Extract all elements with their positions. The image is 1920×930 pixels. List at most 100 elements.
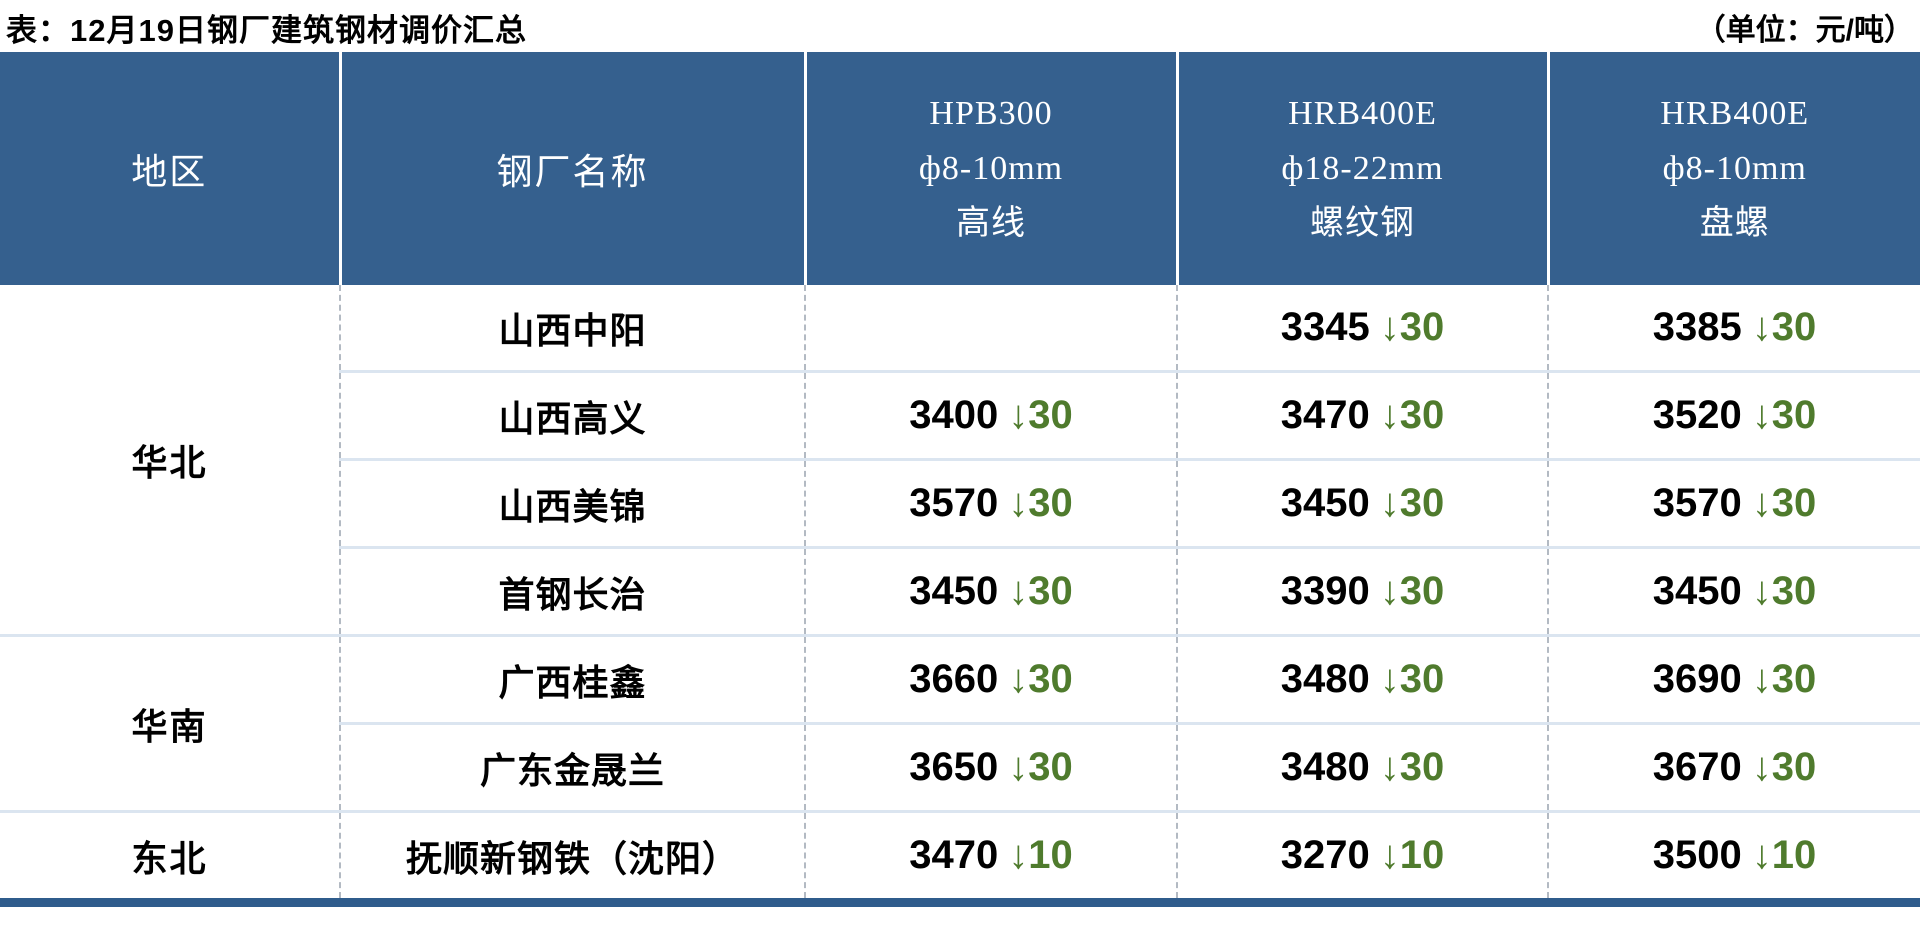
price-cell: 3500 ↓10 (1548, 811, 1920, 907)
price-change: ↓30 (1379, 745, 1445, 789)
price: 3400 (909, 393, 999, 437)
price-cell: 3450 ↓30 (1177, 459, 1549, 549)
price-change: ↓10 (1379, 833, 1445, 877)
product-grade: HRB400E (1288, 95, 1437, 132)
price-change: ↓30 (1751, 481, 1817, 525)
price-cell: 3660 ↓30 (805, 635, 1178, 725)
price: 3470 (1280, 393, 1370, 437)
price: 3660 (909, 657, 999, 701)
price-cell: 3450 ↓30 (1548, 547, 1920, 637)
price-cell: 3385 ↓30 (1548, 285, 1920, 373)
price-cell: 3450 ↓30 (805, 547, 1178, 637)
price: 3480 (1280, 657, 1370, 701)
price-cell: 3690 ↓30 (1548, 635, 1920, 725)
price-change: ↓30 (1008, 745, 1073, 789)
price: 3570 (909, 481, 999, 525)
region-cell-south: 华南 (0, 635, 341, 813)
product-grade: HRB400E (1660, 95, 1810, 132)
unit-label: （单位：元/吨） (1695, 14, 1914, 47)
price-cell: 3470 ↓10 (805, 811, 1178, 907)
price-change: ↓30 (1379, 305, 1445, 349)
header-row: 地区 钢厂名称 HPB300 ф8-10mm 高线 HRB400E ф18-22… (0, 52, 1920, 285)
price-change: ↓30 (1008, 393, 1073, 437)
price-cell: 3345 ↓30 (1177, 285, 1549, 373)
product-type: 螺纹钢 (1310, 205, 1415, 242)
price: 3480 (1280, 745, 1370, 789)
header-factory: 钢厂名称 (340, 52, 807, 285)
price: 3385 (1652, 305, 1742, 349)
header-product-coil: HRB400E ф8-10mm 盘螺 (1548, 52, 1920, 285)
price-change: ↓30 (1751, 657, 1817, 701)
price: 3450 (909, 569, 999, 613)
product-diameter: ф18-22mm (1281, 150, 1444, 187)
header-product-hpb300: HPB300 ф8-10mm 高线 (805, 52, 1179, 285)
factory-cell: 抚顺新钢铁（沈阳） (340, 811, 806, 907)
price-cell: 3670 ↓30 (1548, 723, 1920, 813)
price-cell: 3570 ↓30 (1548, 459, 1920, 549)
factory-cell: 首钢长治 (340, 547, 806, 637)
price: 3470 (909, 833, 999, 877)
product-type: 盘螺 (1699, 205, 1770, 242)
price-change: ↓30 (1379, 569, 1445, 613)
price-change: ↓10 (1008, 833, 1073, 877)
price: 3690 (1652, 657, 1742, 701)
price: 3500 (1652, 833, 1742, 877)
page-title: 表：12月19日钢厂建筑钢材调价汇总 (6, 12, 527, 48)
price: 3345 (1280, 305, 1370, 349)
price: 3450 (1280, 481, 1370, 525)
price: 3270 (1280, 833, 1370, 877)
price: 3570 (1652, 481, 1742, 525)
price: 3520 (1652, 393, 1742, 437)
product-type: 高线 (956, 205, 1026, 242)
header-region: 地区 (0, 52, 342, 285)
factory-cell: 山西美锦 (340, 459, 806, 549)
price-cell: 3570 ↓30 (805, 459, 1178, 549)
price-cell: 3650 ↓30 (805, 723, 1178, 813)
region-cell-northeast: 东北 (0, 811, 341, 907)
price-change: ↓30 (1751, 305, 1817, 349)
factory-cell: 山西高义 (340, 371, 806, 461)
price-change: ↓30 (1751, 393, 1817, 437)
price: 3390 (1280, 569, 1370, 613)
price-cell: 3270 ↓10 (1177, 811, 1549, 907)
product-diameter: ф8-10mm (1662, 150, 1807, 187)
factory-cell: 广西桂鑫 (340, 635, 806, 725)
factory-cell: 广东金晟兰 (340, 723, 806, 813)
price-change: ↓30 (1379, 657, 1445, 701)
price-cell (805, 285, 1178, 373)
product-grade: HPB300 (929, 95, 1053, 132)
table-row: 华南 广西桂鑫 3660 ↓30 3480 ↓30 3690 ↓30 (0, 635, 1920, 813)
table-row: 山西高义 3400 ↓30 3470 ↓30 3520 ↓30 (0, 371, 1920, 461)
factory-cell: 山西中阳 (340, 285, 806, 373)
table-row: 山西美锦 3570 ↓30 3450 ↓30 3570 ↓30 (0, 459, 1920, 549)
price: 3670 (1652, 745, 1742, 789)
table-row: 东北 抚顺新钢铁（沈阳） 3470 ↓10 3270 ↓10 3500 ↓10 (0, 811, 1920, 907)
region-cell-north: 华北 (0, 285, 341, 637)
price-change: ↓30 (1008, 657, 1073, 701)
price-cell: 3470 ↓30 (1177, 371, 1549, 461)
price-cell: 3400 ↓30 (805, 371, 1178, 461)
table-row: 华北 山西中阳 3345 ↓30 3385 ↓30 (0, 285, 1920, 637)
header-factory-label: 钢厂名称 (496, 151, 649, 192)
price-change: ↓10 (1751, 833, 1817, 877)
price-change: ↓30 (1008, 569, 1073, 613)
header-region-label: 地区 (131, 151, 208, 192)
product-diameter: ф8-10mm (918, 150, 1064, 187)
price-cell: 3480 ↓30 (1177, 635, 1549, 725)
price-cell: 3390 ↓30 (1177, 547, 1549, 637)
price-change: ↓30 (1751, 569, 1817, 613)
price-change: ↓30 (1379, 393, 1445, 437)
table-row: 广东金晟兰 3650 ↓30 3480 ↓30 3670 ↓30 (0, 723, 1920, 813)
price: 3450 (1652, 569, 1742, 613)
table-row: 首钢长治 3450 ↓30 3390 ↓30 3450 ↓30 (0, 547, 1920, 637)
price: 3650 (909, 745, 999, 789)
price-change: ↓30 (1008, 481, 1073, 525)
price-change: ↓30 (1751, 745, 1817, 789)
header-product-rebar: HRB400E ф18-22mm 螺纹钢 (1177, 52, 1550, 285)
price-cell: 3520 ↓30 (1548, 371, 1920, 461)
steel-price-table: 地区 钢厂名称 HPB300 ф8-10mm 高线 HRB400E ф18-22… (0, 52, 1920, 907)
price-change: ↓30 (1379, 481, 1445, 525)
price-cell: 3480 ↓30 (1177, 723, 1549, 813)
title-bar: 表：12月19日钢厂建筑钢材调价汇总 （单位：元/吨） (0, 0, 1920, 52)
